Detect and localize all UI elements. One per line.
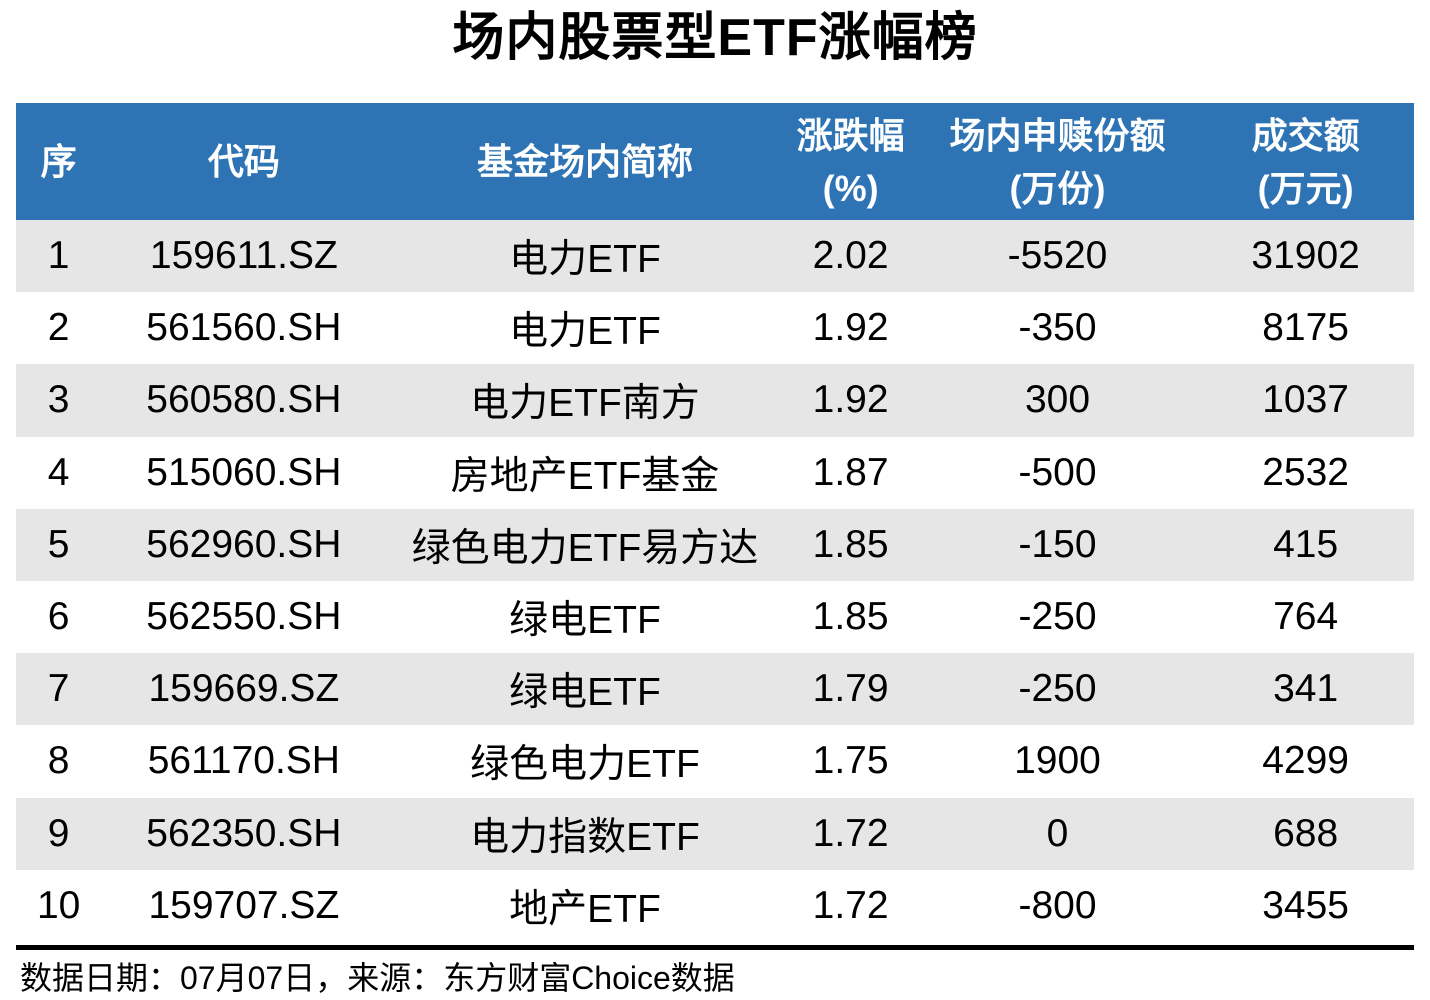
footer-divider (16, 944, 1414, 950)
cell-fund-name: 绿色电力ETF (470, 743, 700, 787)
cell-creation-redemption-shares: -350 (1018, 306, 1097, 350)
cell-turnover: 764 (1273, 595, 1339, 639)
cell-fund-name: 地产ETF (509, 887, 661, 931)
cell-rank: 6 (47, 595, 70, 639)
cell-code: 562960.SH (146, 522, 342, 566)
table-row: 4 515060.SH 房地产ETF基金 1.87 -500 2532 (16, 436, 1414, 509)
cell-turnover: 1037 (1262, 378, 1349, 422)
cell-rank: 5 (47, 522, 70, 566)
table-body: 1 159611.SZ 电力ETF 2.02 -5520 31902 2 561560.SH 电… (16, 220, 1414, 942)
table-row: 5 562960.SH 绿色电力ETF易方达 1.85 -150 415 (16, 508, 1414, 581)
page-title: 场内股票型ETF涨幅榜 (452, 9, 978, 67)
table-row: 6 562550.SH 绿电ETF 1.85 -250 764 (16, 580, 1414, 654)
table-row: 8 561170.SH 绿色电力ETF 1.75 1900 4299 (16, 725, 1414, 798)
cell-creation-redemption-shares: 0 (1046, 811, 1069, 855)
cell-rank: 2 (47, 306, 70, 350)
column-header-fund-name: 基金场内简称 (386, 135, 783, 188)
table-row: 10 159707.SZ 地产ETF 1.72 -800 3455 (16, 869, 1414, 942)
column-header-label: 代码 (207, 141, 280, 182)
cell-change-pct: 1.72 (812, 883, 889, 927)
cell-turnover: 2532 (1262, 450, 1349, 494)
column-header-rank: 序 (16, 135, 101, 188)
cell-change-pct: 1.85 (812, 522, 889, 566)
column-header-creation-redemption-shares: 场内申赎份额 (万份) (918, 109, 1198, 215)
cell-turnover: 415 (1273, 522, 1339, 566)
cell-change-pct: 2.02 (812, 234, 889, 278)
table-header-row: 序 代码 基金场内简称 涨跌幅 (%) 场内申赎份额 (万份) 成交额 (万元) (16, 103, 1414, 220)
cell-turnover: 3455 (1262, 883, 1349, 927)
cell-code: 159669.SZ (148, 667, 340, 711)
cell-fund-name: 电力指数ETF (470, 815, 700, 859)
column-header-label: 序 (40, 141, 77, 182)
cell-turnover: 4299 (1262, 739, 1349, 783)
cell-fund-name: 绿电ETF (509, 671, 661, 715)
cell-creation-redemption-shares: -250 (1018, 667, 1097, 711)
column-header-turnover: 成交额 (万元) (1197, 109, 1414, 215)
cell-code: 562350.SH (146, 811, 342, 855)
column-header-code: 代码 (101, 135, 386, 188)
cell-code: 561170.SH (147, 739, 340, 783)
cell-creation-redemption-shares: -250 (1018, 595, 1097, 639)
column-header-label: 基金场内简称 (476, 141, 693, 182)
cell-turnover: 31902 (1251, 234, 1360, 278)
cell-creation-redemption-shares: -5520 (1007, 234, 1108, 278)
cell-change-pct: 1.92 (812, 378, 889, 422)
cell-fund-name: 电力ETF (509, 310, 661, 354)
cell-turnover: 688 (1273, 811, 1339, 855)
cell-change-pct: 1.92 (812, 306, 889, 350)
cell-creation-redemption-shares: -800 (1018, 883, 1097, 927)
table-row: 1 159611.SZ 电力ETF 2.02 -5520 31902 (16, 220, 1414, 293)
cell-creation-redemption-shares: 1900 (1014, 739, 1101, 783)
source-note: 数据日期：07月07日，来源：东方财富Choice数据 (20, 959, 735, 996)
cell-rank: 8 (47, 739, 70, 783)
column-header-unit: (万份) (1009, 167, 1106, 209)
cell-code: 560580.SH (146, 378, 342, 422)
cell-fund-name: 电力ETF南方 (470, 382, 700, 426)
cell-rank: 9 (47, 811, 70, 855)
cell-rank: 3 (47, 378, 70, 422)
column-header-label: 场内申赎份额 (949, 114, 1166, 156)
cell-creation-redemption-shares: -150 (1018, 522, 1097, 566)
cell-code: 159707.SZ (148, 883, 340, 927)
column-header-unit: (万元) (1257, 167, 1354, 209)
cell-fund-name: 电力ETF (509, 238, 661, 282)
cell-fund-name: 房地产ETF基金 (450, 454, 720, 498)
cell-change-pct: 1.75 (812, 739, 889, 783)
cell-code: 515060.SH (146, 450, 342, 494)
cell-code: 159611.SZ (149, 234, 338, 278)
table-row: 3 560580.SH 电力ETF南方 1.92 300 1037 (16, 364, 1414, 437)
cell-rank: 4 (47, 450, 70, 494)
cell-creation-redemption-shares: -500 (1018, 450, 1097, 494)
cell-fund-name: 绿色电力ETF易方达 (411, 526, 759, 570)
cell-change-pct: 1.79 (812, 667, 889, 711)
cell-rank: 10 (36, 883, 81, 927)
cell-change-pct: 1.85 (812, 595, 889, 639)
cell-turnover: 8175 (1262, 306, 1349, 350)
table-row: 7 159669.SZ 绿电ETF 1.79 -250 341 (16, 653, 1414, 726)
column-header-change-pct: 涨跌幅 (%) (783, 109, 917, 215)
table-row: 2 561560.SH 电力ETF 1.92 -350 8175 (16, 292, 1414, 365)
table-row: 9 562350.SH 电力指数ETF 1.72 0 688 (16, 797, 1414, 870)
column-header-label: 成交额 (1251, 114, 1360, 156)
cell-fund-name: 绿电ETF (509, 599, 661, 643)
cell-creation-redemption-shares: 300 (1024, 378, 1091, 422)
cell-change-pct: 1.87 (812, 450, 889, 494)
cell-turnover: 341 (1273, 667, 1339, 711)
cell-code: 561560.SH (146, 306, 342, 350)
cell-change-pct: 1.72 (812, 811, 889, 855)
cell-code: 562550.SH (146, 595, 342, 639)
column-header-unit: (%) (822, 167, 879, 209)
cell-rank: 7 (47, 667, 70, 711)
cell-rank: 1 (47, 234, 70, 278)
column-header-label: 涨跌幅 (796, 114, 905, 156)
